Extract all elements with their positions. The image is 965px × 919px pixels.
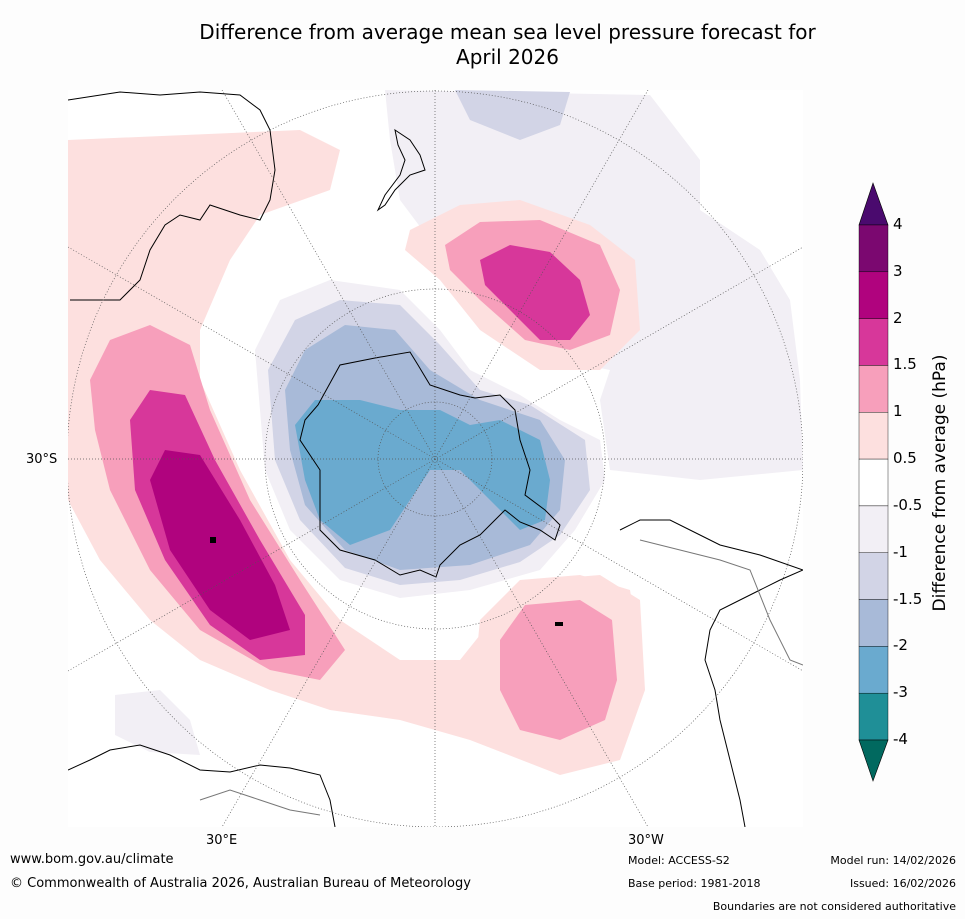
new-zealand-coastline (376, 128, 426, 212)
colorbar-tick: 3 (893, 261, 903, 280)
colorbar-extend-top (858, 182, 889, 226)
south-america-tip (619, 519, 803, 571)
model-text: Model: ACCESS-S2 (628, 854, 730, 867)
colorbar-segment (858, 224, 889, 273)
website-link[interactable]: www.bom.gov.au/climate (10, 852, 174, 867)
issued-text: Issued: 16/02/2026 (849, 877, 956, 890)
anomaly-region-pos-1-south (500, 600, 617, 740)
south-america-border (639, 539, 803, 666)
colorbar-tick: 1.5 (893, 355, 917, 374)
boundaries-disclaimer: Boundaries are not considered authoritat… (712, 900, 956, 913)
colorbar-tick: 1 (893, 402, 903, 421)
anomaly-region-neg-1-n (455, 90, 570, 140)
copyright-text: © Commonwealth of Australia 2026, Austra… (10, 876, 471, 891)
colorbar-segment (858, 599, 889, 647)
colorbar-tick: -0.5 (893, 495, 923, 514)
anomaly-region-pos-15-north (480, 245, 590, 340)
colorbar-tick: -3 (893, 683, 908, 702)
antarctica-coastline (299, 351, 561, 578)
colorbar-segment (858, 365, 889, 413)
colorbar-segment (858, 458, 889, 507)
colorbar (858, 182, 889, 782)
colorbar-tick: -4 (893, 730, 908, 748)
colorbar-segment (858, 318, 889, 366)
colorbar-segment (858, 646, 889, 694)
colorbar-segment (858, 271, 889, 319)
colorbar-extend-bottom (858, 739, 889, 782)
australia-coastline (68, 91, 276, 301)
colorbar-title: Difference from average (hPa) (930, 354, 950, 612)
island-marker (555, 622, 563, 626)
anomaly-region-neg-05-sw (115, 690, 200, 755)
title-line-1: Difference from average mean sea level p… (199, 20, 816, 44)
colorbar-segment (858, 412, 889, 460)
colorbar-segment (858, 692, 889, 741)
colorbar-segment (858, 505, 889, 553)
colorbar-tick: -1 (893, 542, 908, 561)
colorbar-tick: -2 (893, 636, 908, 655)
model-run-text: Model run: 14/02/2026 (830, 854, 956, 867)
south-america-coastline (704, 569, 803, 827)
title-line-2: April 2026 (456, 45, 559, 69)
longitude-label-30e: 30°E (206, 833, 238, 848)
colorbar-tick: 0.5 (893, 449, 917, 468)
africa-coastline (68, 744, 336, 827)
anomaly-region-neg-2-antarctic (295, 400, 550, 545)
longitude-label-30w: 30°W (628, 833, 664, 848)
colorbar-tick: 4 (893, 215, 903, 233)
map-title: Difference from average mean sea level p… (60, 20, 955, 70)
colorbar-segments (858, 224, 889, 741)
anomaly-region-pos-2-west (150, 450, 290, 640)
base-period-text: Base period: 1981-2018 (628, 877, 761, 890)
colorbar-tick: 2 (893, 308, 903, 327)
island-marker (210, 537, 216, 543)
colorbar-segment (858, 552, 889, 600)
graticule (68, 90, 803, 827)
colorbar-tick: -1.5 (893, 589, 923, 608)
latitude-label-30s: 30°S (26, 452, 58, 467)
africa-border (199, 789, 321, 816)
